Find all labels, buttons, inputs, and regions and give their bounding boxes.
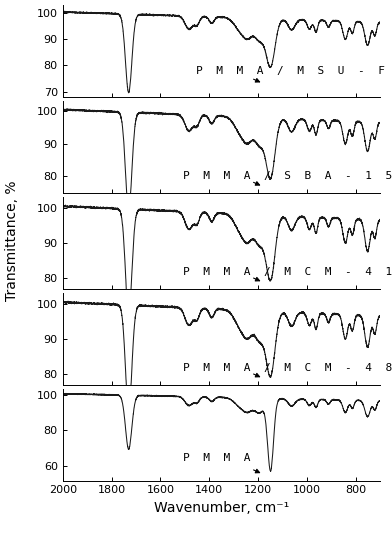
Text: P  M  M  A  /  S  B  A  -  1  5: P M M A / S B A - 1 5 (183, 171, 392, 181)
Text: P  M  M  A  /  M  C  M  -  4  8: P M M A / M C M - 4 8 (183, 363, 392, 373)
Text: Transmittance, %: Transmittance, % (5, 180, 19, 301)
Text: P  M  M  A  /  M  C  M  -  4  1: P M M A / M C M - 4 1 (183, 267, 392, 277)
X-axis label: Wavenumber, cm⁻¹: Wavenumber, cm⁻¹ (154, 501, 289, 515)
Text: P  M  M  A: P M M A (183, 453, 251, 463)
Text: P  M  M  A  /  M  S  U  -  F: P M M A / M S U - F (196, 66, 385, 76)
